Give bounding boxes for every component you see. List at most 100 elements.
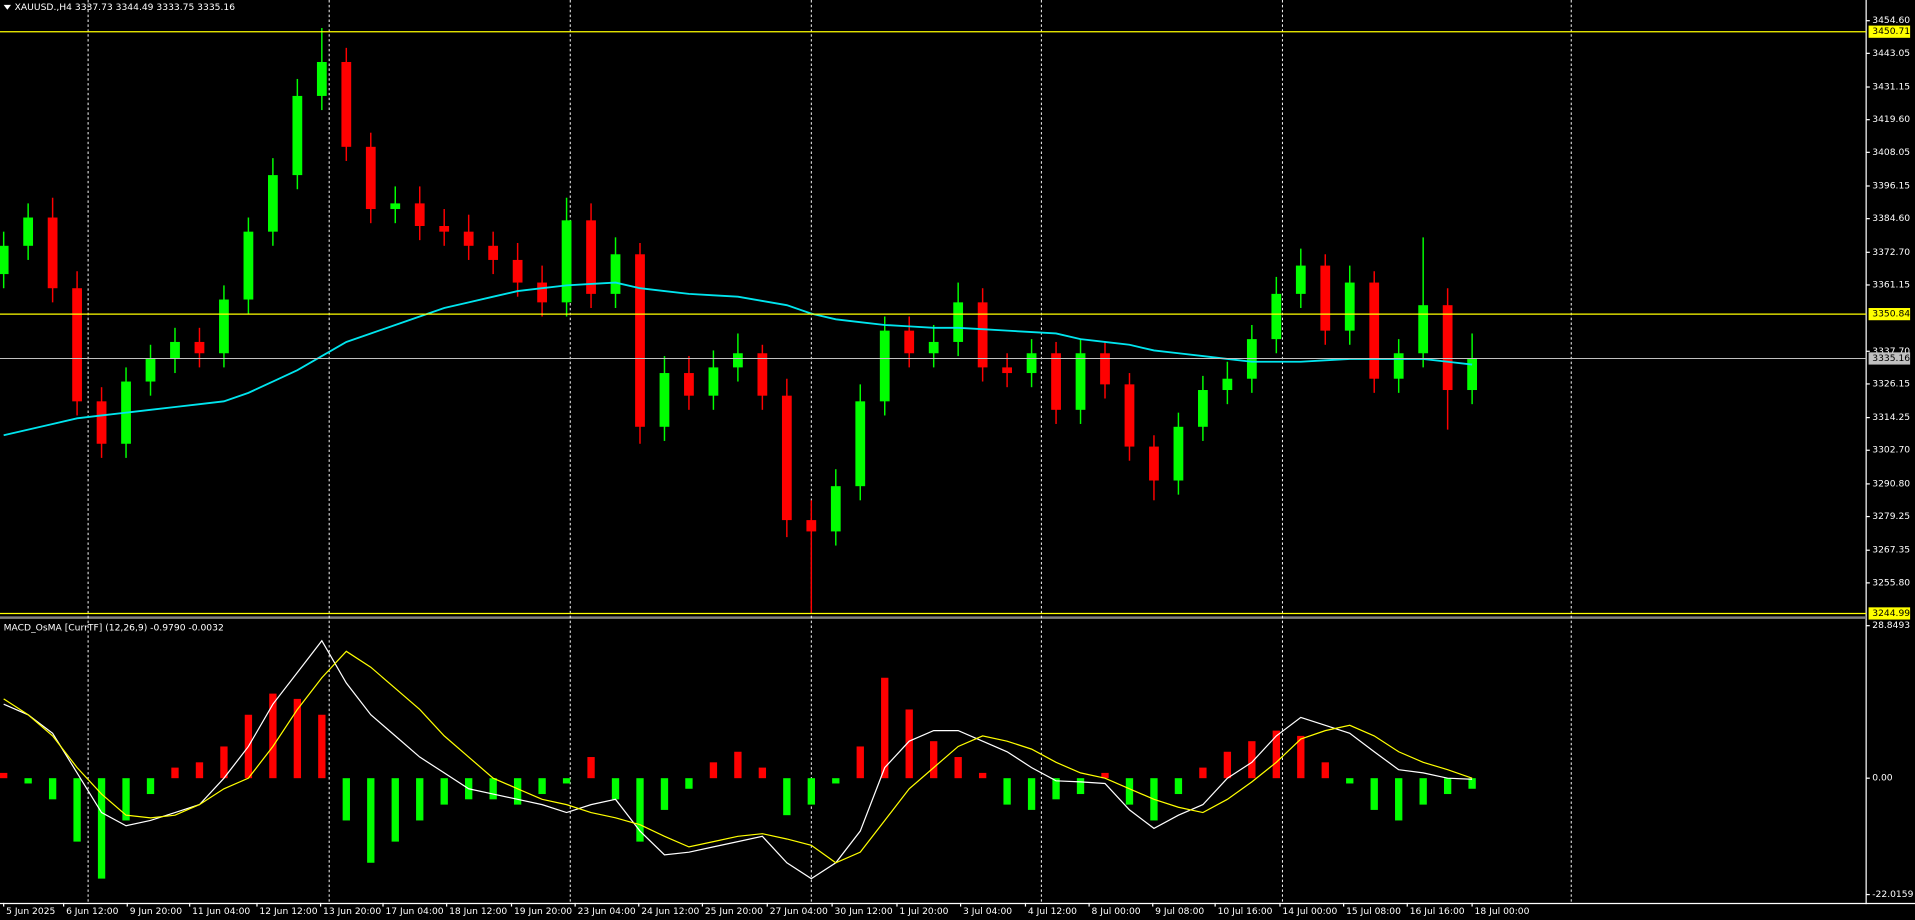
level-label: 3450.71 xyxy=(1872,26,1910,37)
candle-body xyxy=(23,217,34,246)
histogram-bar xyxy=(24,778,32,784)
histogram-bar xyxy=(1297,735,1305,779)
candle-body xyxy=(1002,367,1012,374)
histogram-bar xyxy=(1272,730,1280,779)
y-tick-label: 3302.70 xyxy=(1872,445,1910,456)
candle-body xyxy=(47,217,58,289)
candle-body xyxy=(194,341,205,354)
histogram-bar xyxy=(1346,778,1354,784)
histogram-bar xyxy=(1003,778,1011,805)
candle-body xyxy=(1124,384,1135,447)
histogram-bar xyxy=(611,778,620,800)
candle-body xyxy=(1369,282,1380,379)
histogram-bar xyxy=(709,762,718,779)
histogram-bar xyxy=(195,762,204,779)
bid-label: 3335.16 xyxy=(1872,353,1910,364)
histogram-bar xyxy=(1443,778,1452,795)
histogram-bar xyxy=(562,778,571,784)
candle-body xyxy=(1271,293,1282,340)
indicator-line xyxy=(3,639,1473,880)
candle-body xyxy=(537,282,547,303)
histogram-bar xyxy=(1370,778,1378,810)
x-tick-label: 1 Jul 20:00 xyxy=(899,906,948,917)
candle-body xyxy=(439,226,450,232)
y-tick-label: 28.8493 xyxy=(1872,620,1910,631)
histogram-bar xyxy=(685,778,693,789)
x-tick-label: 17 Jun 04:00 xyxy=(385,906,443,917)
histogram-bar xyxy=(856,746,864,779)
y-tick-label: 3290.80 xyxy=(1872,478,1910,489)
x-tick-label: 10 Jul 16:00 xyxy=(1218,906,1273,917)
candle-body xyxy=(96,401,107,444)
histogram-bar xyxy=(783,778,791,816)
candle-body xyxy=(1051,353,1061,410)
candle-body xyxy=(341,61,352,147)
x-tick-label: 30 Jun 12:00 xyxy=(835,906,893,917)
x-tick-label: 24 Jun 12:00 xyxy=(641,906,699,917)
level-label: 3244.99 xyxy=(1872,608,1910,619)
histogram-bar xyxy=(1052,778,1060,800)
histogram-bar xyxy=(832,778,840,784)
histogram-bar xyxy=(1125,778,1134,805)
y-tick-label: 3337.70 xyxy=(1872,346,1910,357)
y-tick-label: 3454.60 xyxy=(1872,15,1910,26)
histogram-bar xyxy=(73,778,81,842)
x-tick-label: 27 Jun 04:00 xyxy=(770,906,828,917)
x-tick-label: 9 Jul 08:00 xyxy=(1155,906,1204,917)
candle-body xyxy=(684,373,694,396)
histogram-bar xyxy=(367,778,375,863)
x-tick-label: 25 Jun 20:00 xyxy=(705,906,763,917)
histogram-bar xyxy=(0,772,8,779)
candle-body xyxy=(953,302,964,342)
histogram-bar xyxy=(48,778,57,800)
candle-body xyxy=(1320,265,1331,331)
candle-body xyxy=(512,259,523,283)
candle-body xyxy=(1173,426,1184,481)
level-label-box xyxy=(1868,25,1911,38)
histogram-bar xyxy=(122,778,130,821)
histogram-bar xyxy=(416,778,424,821)
y-tick-label: -22.0159 xyxy=(1872,889,1913,900)
histogram-bar xyxy=(1199,767,1207,779)
candle-body xyxy=(1198,390,1208,427)
histogram-bar xyxy=(807,778,815,805)
candle-body xyxy=(977,302,988,368)
y-tick-label: 3314.25 xyxy=(1872,412,1910,423)
x-tick-label: 12 Jun 12:00 xyxy=(259,906,317,917)
histogram-bar xyxy=(734,751,742,779)
histogram-bar xyxy=(881,677,889,779)
candle-body xyxy=(733,353,743,368)
histogram-bar xyxy=(978,772,987,779)
candle-body xyxy=(365,146,376,210)
level-label-box xyxy=(1868,607,1911,620)
x-tick-label: 5 Jun 2025 xyxy=(6,906,55,917)
x-tick-label: 23 Jun 04:00 xyxy=(578,906,636,917)
x-tick-label: 18 Jul 00:00 xyxy=(1475,906,1530,917)
histogram-bar xyxy=(905,709,913,779)
candle-body xyxy=(1418,305,1429,354)
y-tick-label: 3443.05 xyxy=(1872,48,1910,59)
histogram-bar xyxy=(1223,751,1232,779)
candle-body xyxy=(561,220,572,303)
candle-body xyxy=(855,401,866,487)
level-label-box xyxy=(1868,308,1911,321)
histogram-bar xyxy=(1321,762,1329,779)
candle-body xyxy=(72,288,82,402)
histogram-bar xyxy=(660,778,669,810)
bid-label-box xyxy=(1868,352,1911,365)
candle-body xyxy=(1393,353,1404,379)
histogram-bar xyxy=(1174,778,1183,795)
histogram-bar xyxy=(1395,778,1403,821)
candle-body xyxy=(635,254,645,427)
candle-body xyxy=(243,231,254,300)
y-tick-label: 0.00 xyxy=(1872,773,1893,784)
histogram-bar xyxy=(1101,772,1109,779)
histogram-bar xyxy=(293,698,302,779)
symbol-arrow xyxy=(3,4,11,10)
x-tick-label: 19 Jun 20:00 xyxy=(514,906,572,917)
candle-body xyxy=(1467,358,1478,391)
candle-body xyxy=(268,175,278,232)
histogram-bar xyxy=(1468,778,1476,789)
y-tick-label: 3326.15 xyxy=(1872,378,1910,389)
candle-body xyxy=(1222,378,1233,391)
